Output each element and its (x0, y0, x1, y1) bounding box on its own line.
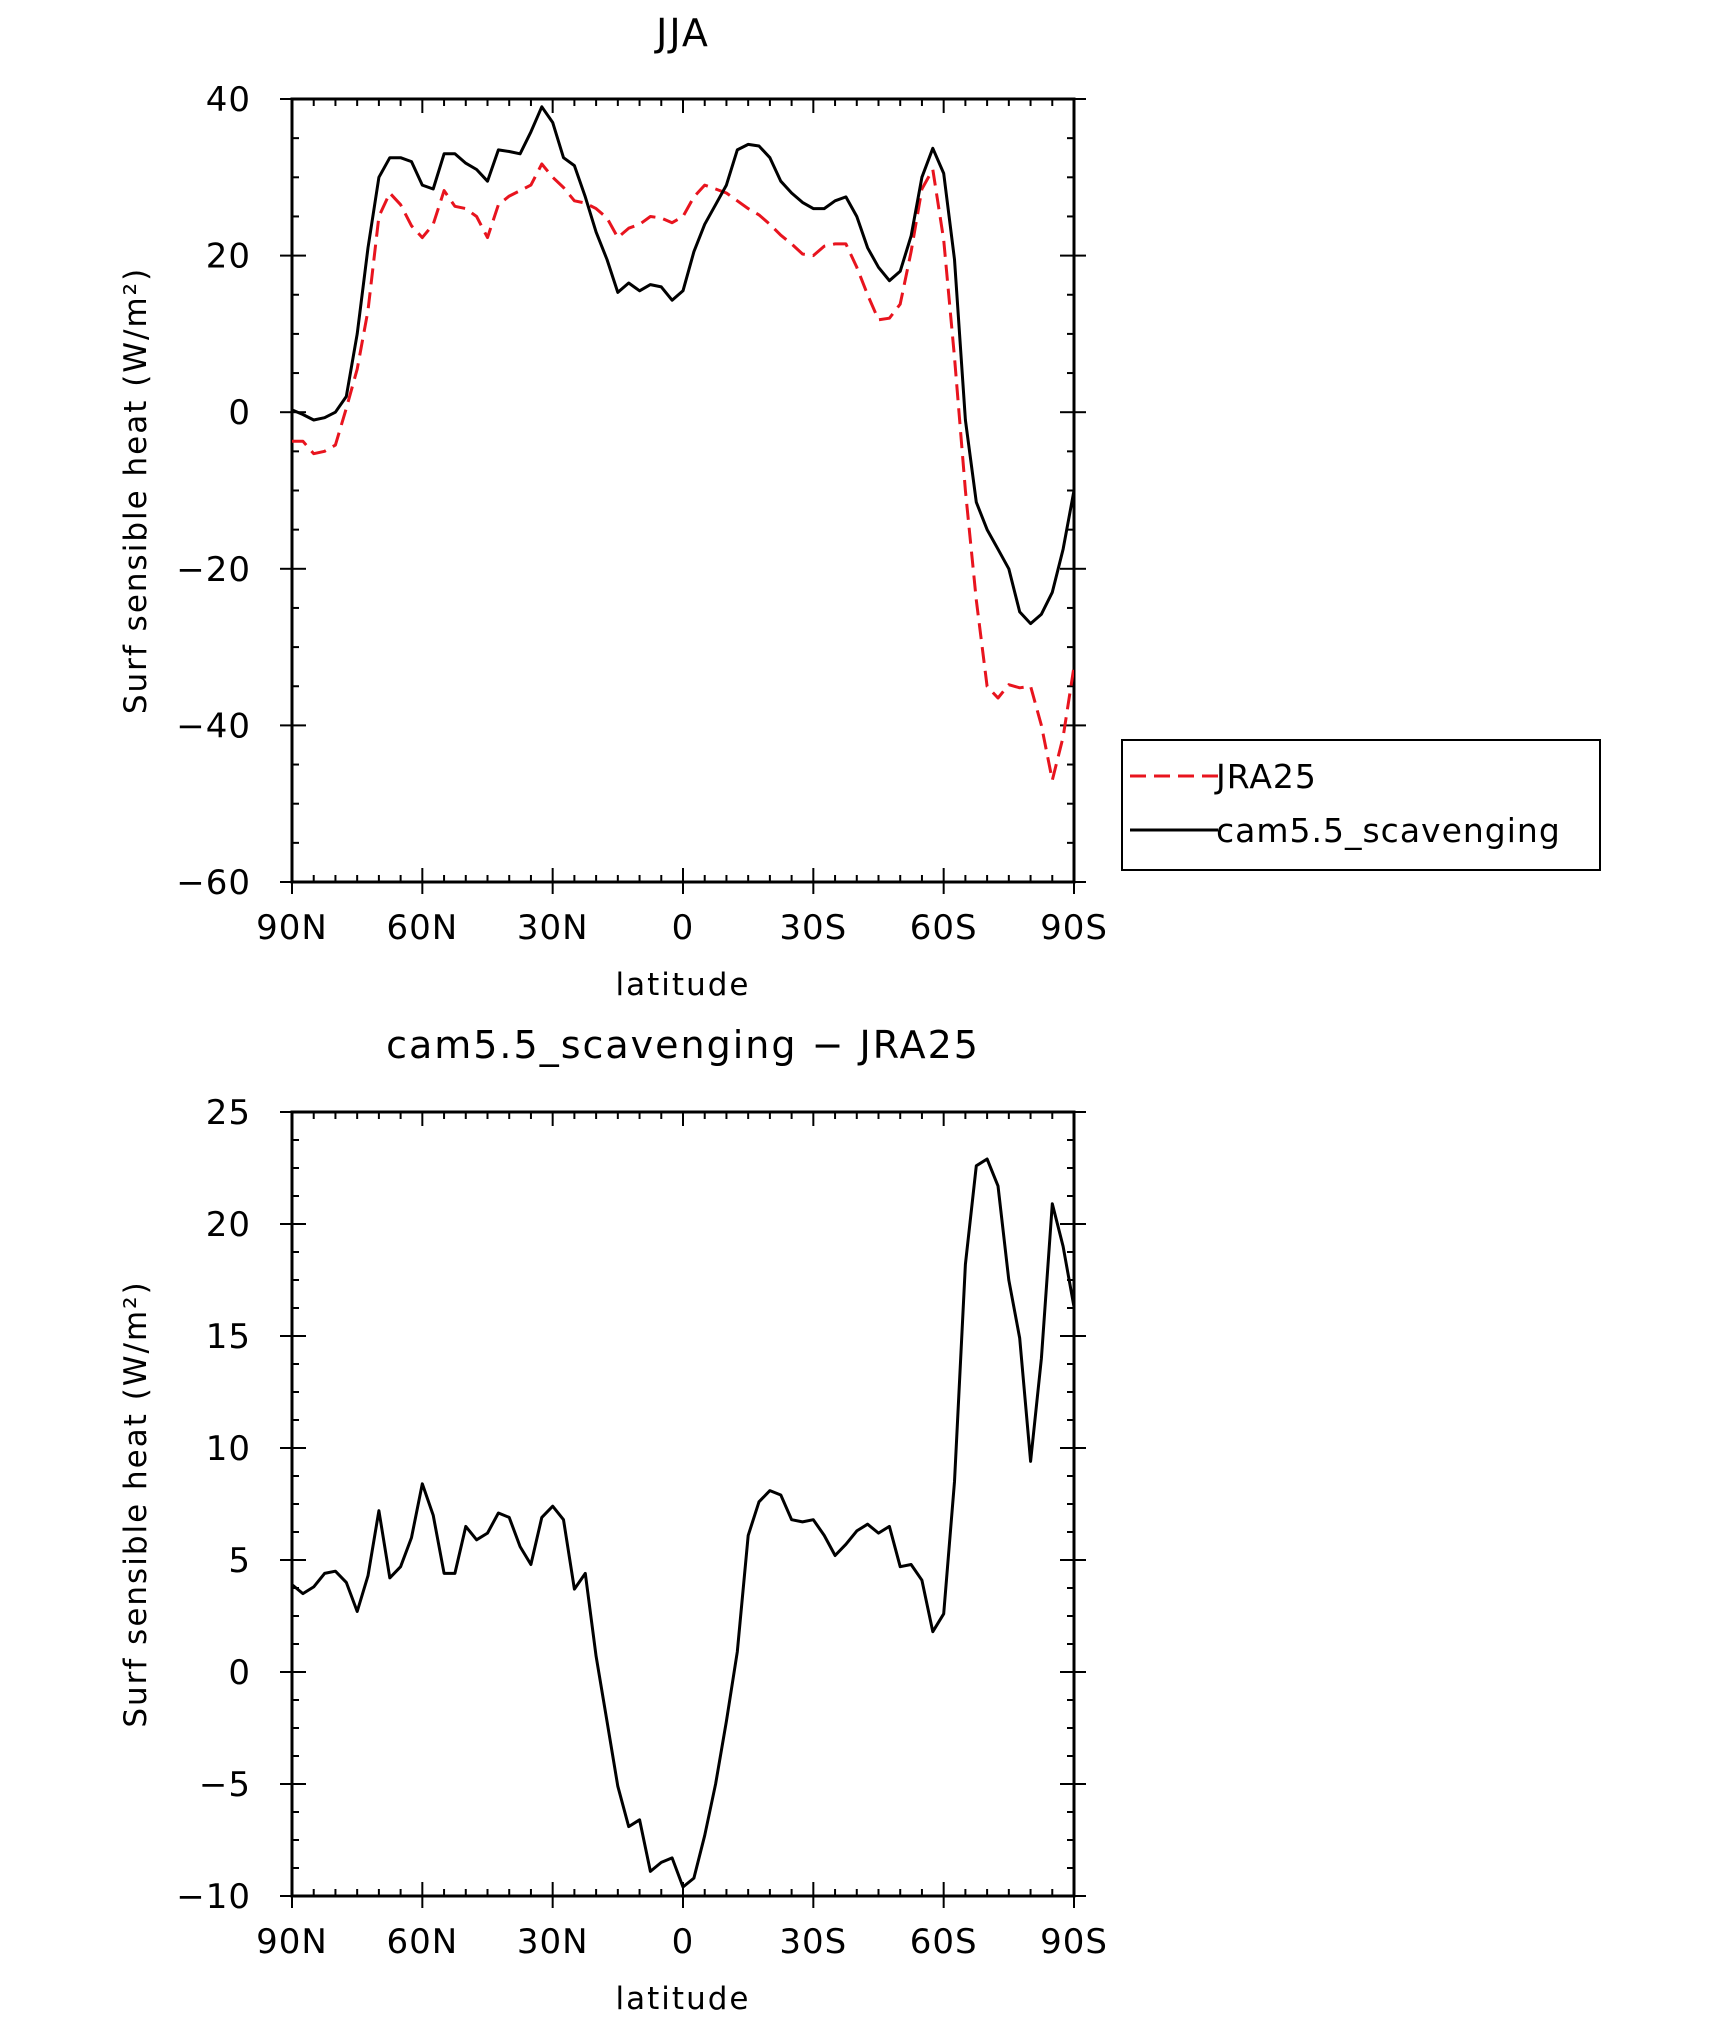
y-tick-label: 15 (206, 1317, 251, 1357)
x-tick-label: 90S (1040, 908, 1108, 948)
legend: JRA25 cam5.5_scavenging (1121, 739, 1601, 871)
y-axis-label: Surf sensible heat (W/m²) (118, 267, 154, 714)
chart-title: cam5.5_scavenging − JRA25 (386, 1023, 980, 1067)
chart-title: JJA (654, 11, 710, 55)
y-tick-label: 10 (206, 1429, 251, 1469)
x-tick-label: 30S (779, 1922, 847, 1962)
plot-frame (290, 1110, 1076, 1898)
y-tick-label: −10 (176, 1877, 251, 1917)
x-axis-label: latitude (616, 967, 751, 1003)
series-line-cam5-5-scavenging (292, 105, 1074, 626)
bottom-panel-difference: cam5.5_scavenging − JRA25 90N 60N 30N 0 30S 60… (118, 1023, 1108, 2017)
y-tick-label: 20 (206, 237, 251, 277)
x-axis-label: latitude (616, 1981, 751, 2017)
plot-frame (290, 97, 1076, 884)
legend-entry: JRA25 (1214, 757, 1317, 796)
x-tick-label: 30N (517, 1922, 589, 1962)
legend-entry: cam5.5_scavenging (1216, 811, 1561, 850)
y-tick-label: −60 (176, 863, 251, 903)
x-tick-label: 90N (256, 1922, 328, 1962)
y-tick-label: 40 (206, 80, 251, 120)
x-tick-label: 90S (1040, 1922, 1108, 1962)
x-tick-label: 0 (672, 908, 695, 948)
y-tick-label: 0 (228, 393, 251, 433)
y-tick-label: −40 (176, 706, 251, 746)
top-panel-jja: JJA 90N 60N 30N 0 30S 60S 90S −60 −40 −20 0 20 40 lati… (118, 11, 1108, 1003)
x-tick-label: 90N (256, 908, 328, 948)
y-tick-label: −5 (199, 1765, 251, 1805)
y-tick-label: 25 (206, 1093, 251, 1133)
series-line-jra25 (292, 162, 1074, 782)
x-tick-label: 60S (910, 1922, 978, 1962)
legend-box (1121, 739, 1601, 871)
series-line-difference (292, 1157, 1074, 1889)
x-tick-label: 60N (386, 1922, 458, 1962)
y-tick-label: −20 (176, 550, 251, 590)
y-axis-label: Surf sensible heat (W/m²) (118, 1280, 154, 1727)
y-tick-label: 5 (228, 1541, 251, 1581)
y-tick-label: 20 (206, 1205, 251, 1245)
x-tick-label: 60N (386, 908, 458, 948)
y-tick-label: 0 (228, 1653, 251, 1693)
x-tick-label: 0 (672, 1922, 695, 1962)
x-tick-label: 30S (779, 908, 847, 948)
x-tick-label: 60S (910, 908, 978, 948)
x-tick-label: 30N (517, 908, 589, 948)
